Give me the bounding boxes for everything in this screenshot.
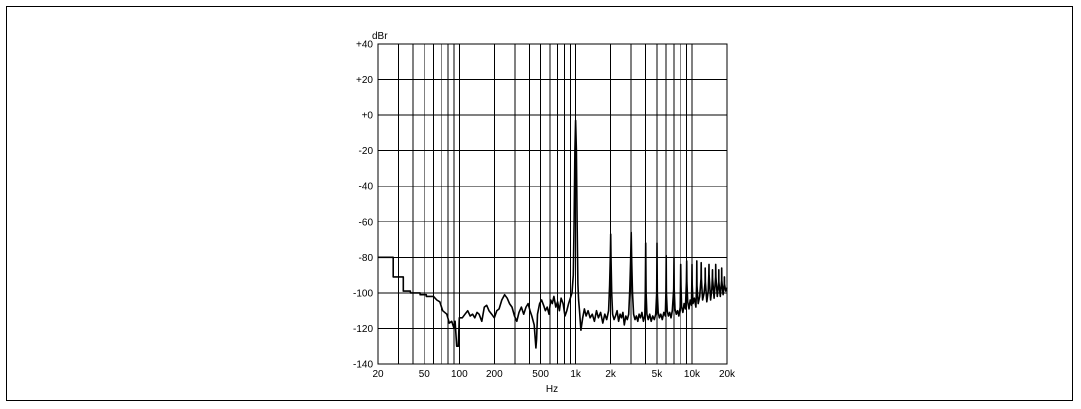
x-tick-label: 20k xyxy=(719,369,736,380)
y-tick-label: -80 xyxy=(359,253,374,264)
y-tick-label: -60 xyxy=(359,217,374,228)
x-tick-label: 2k xyxy=(605,369,617,380)
y-tick-label: +40 xyxy=(356,40,373,51)
y-tick-label: +0 xyxy=(362,111,374,122)
chart-frame xyxy=(6,6,1073,401)
y-tick-label: -20 xyxy=(359,146,374,157)
series-layer xyxy=(378,119,728,349)
y-tick-label: -120 xyxy=(353,324,373,335)
x-tick-label: 5k xyxy=(652,369,664,380)
y-tick-label: -100 xyxy=(353,288,373,299)
x-axis-label: Hz xyxy=(546,384,558,395)
x-tick-label: 1k xyxy=(570,369,582,380)
y-axis-label: dBr xyxy=(372,31,388,42)
y-tick-label: +20 xyxy=(356,75,373,86)
y-tick-label: -140 xyxy=(353,360,373,371)
spectrum-trace xyxy=(378,119,728,349)
x-tick-label: 200 xyxy=(486,369,503,380)
x-tick-label: 20 xyxy=(372,369,384,380)
y-tick-label: -40 xyxy=(359,182,374,193)
x-tick-label: 100 xyxy=(451,369,468,380)
x-tick-label: 500 xyxy=(532,369,549,380)
x-tick-label: 10k xyxy=(684,369,701,380)
plot-area xyxy=(377,43,728,365)
x-tick-label: 50 xyxy=(419,369,431,380)
grid xyxy=(378,44,727,364)
